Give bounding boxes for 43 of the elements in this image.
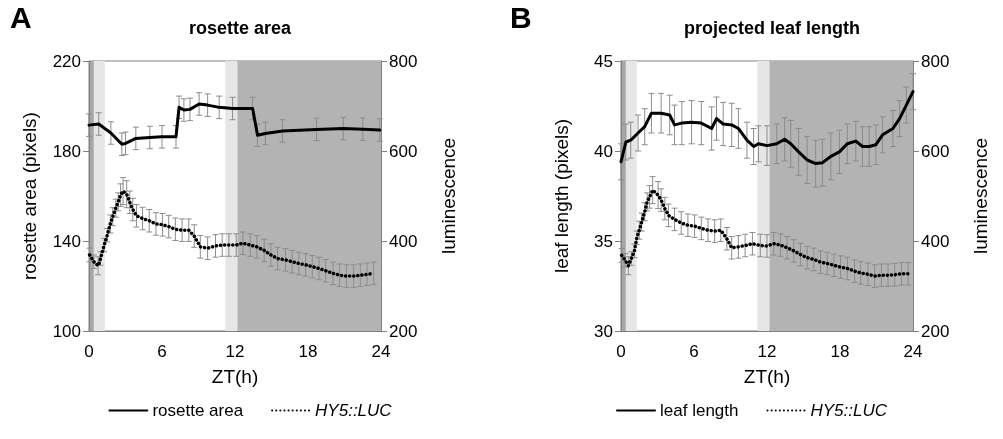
line-series [619,188,910,278]
x-axis-title: ZT(h) [743,366,791,387]
chart-title: rosette area [188,18,293,38]
y-axis-title: rosette area (pixels) [19,112,40,280]
x-tick-label: 0 [616,342,626,361]
x-tick-label: 12 [225,342,245,361]
y2-tick-label: 400 [389,231,418,251]
chart-title: projected leaf length [683,18,861,38]
y-axis-title: leaf length (pixels) [551,118,572,274]
legend-label: HY5::LUC [315,401,393,420]
y-tick-label: 180 [52,141,81,161]
x-tick-label: 18 [298,342,318,361]
x-tick-label: 24 [903,342,923,361]
legend-label: leaf length [660,401,739,420]
y2-tick-label: 800 [389,51,418,71]
legend-label: HY5::LUC [810,401,888,420]
x-tick-label: 6 [689,342,699,361]
line-series [619,90,915,166]
y-tick-label: 45 [594,51,613,71]
x-tick-label: 12 [757,342,777,361]
y2-tick-label: 800 [921,51,950,71]
text: B [510,0,532,34]
x-tick-label: 0 [84,342,94,361]
y2-tick-label: 600 [389,141,418,161]
legend-label: rosette area [152,401,244,420]
y2-axis-title: luminescence [438,137,459,255]
y-tick-label: 40 [594,141,613,161]
x-axis-title: ZT(h) [211,366,259,387]
y2-tick-label: 400 [921,231,950,251]
y-tick-label: 140 [52,231,81,251]
y-tick-label: 220 [52,51,81,71]
y-tick-label: 35 [594,231,613,251]
y2-tick-label: 200 [921,321,950,341]
x-tick-label: 18 [830,342,850,361]
y2-tick-label: 600 [921,141,950,161]
y2-axis-title: luminescence [970,137,991,255]
x-tick-label: 24 [371,342,391,361]
x-tick-label: 6 [157,342,167,361]
y2-tick-label: 200 [389,321,418,341]
y-tick-label: 30 [594,321,613,341]
text: A [10,0,32,34]
line-series [87,102,382,146]
y-tick-label: 100 [52,321,81,341]
